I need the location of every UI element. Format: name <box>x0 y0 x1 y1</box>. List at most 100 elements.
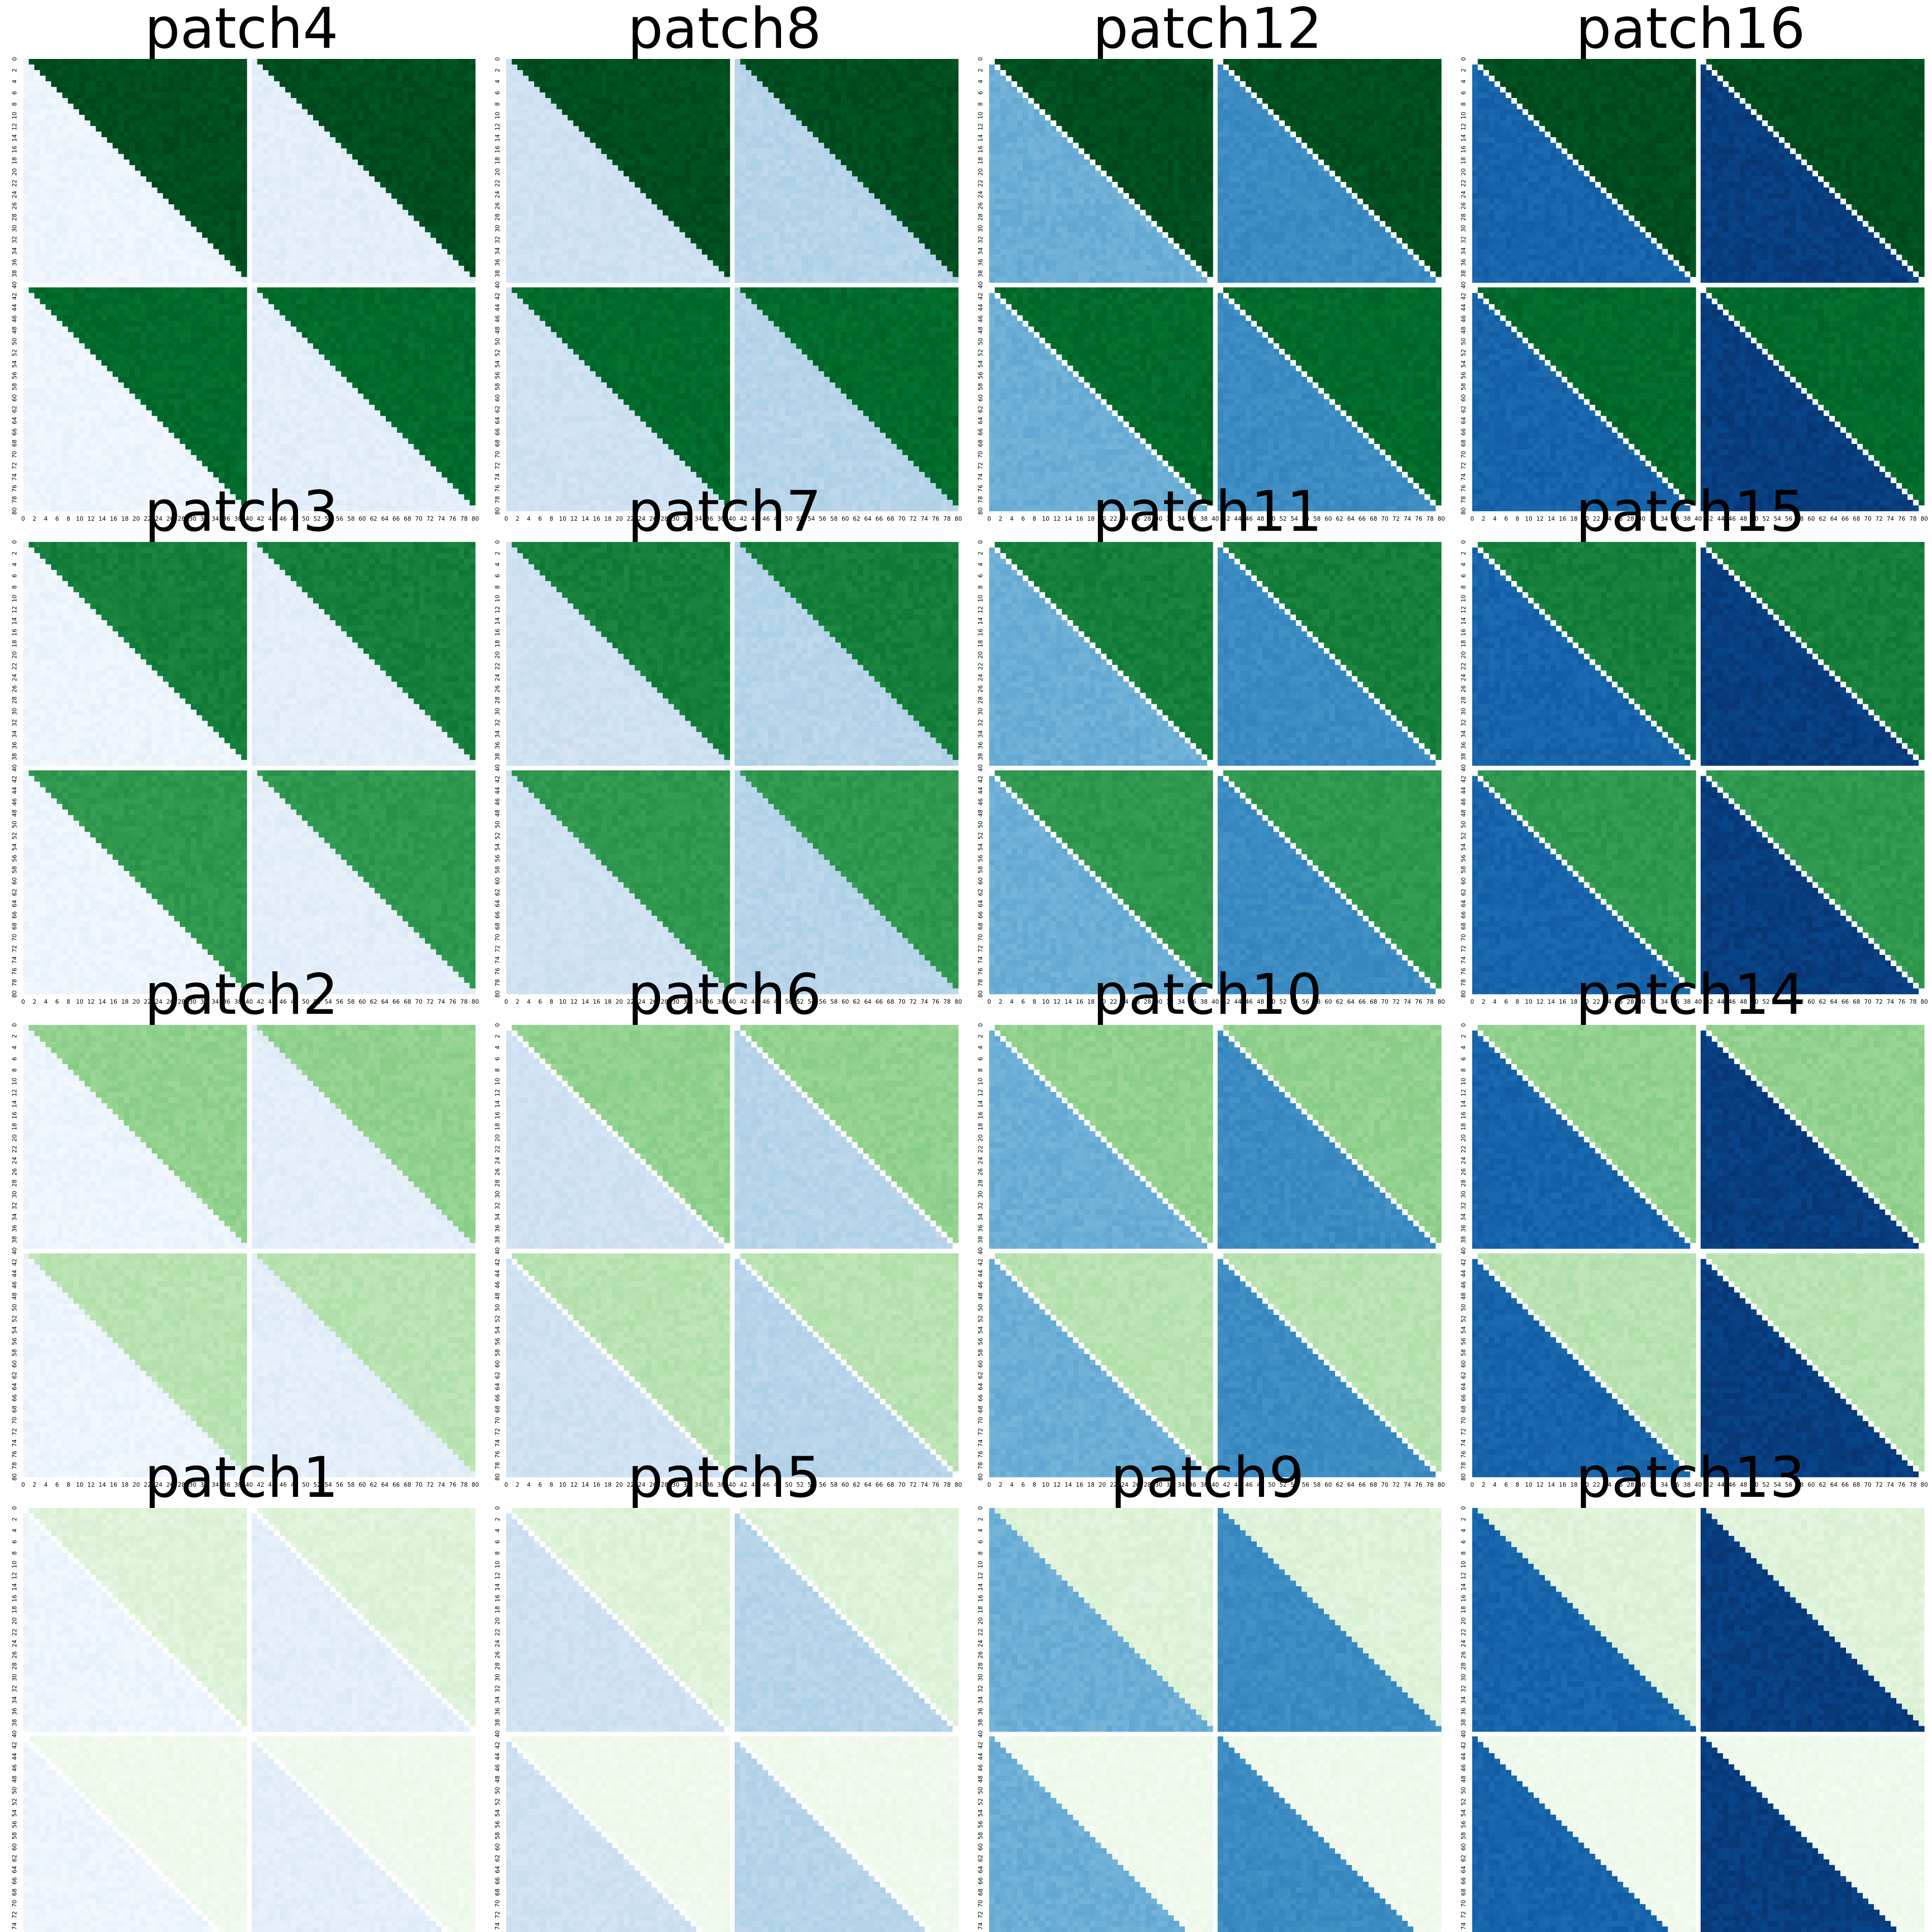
y-tick-label: 46 <box>11 315 18 323</box>
y-tick-label: 8 <box>11 1068 18 1072</box>
y-tick-label: 58 <box>1460 1832 1467 1839</box>
y-tick-label: 4 <box>494 563 501 567</box>
y-tick-label: 12 <box>494 123 501 130</box>
y-tick-label: 62 <box>1460 406 1467 413</box>
y-tick-label: 58 <box>1460 383 1467 390</box>
y-tick-label: 60 <box>977 394 984 401</box>
panel-title: patch16 <box>1449 0 1932 58</box>
y-tick-label: 0 <box>1460 57 1467 61</box>
y-tick-label: 54 <box>11 1809 18 1817</box>
y-tick-label: 36 <box>1460 742 1467 749</box>
y-tick-label: 4 <box>494 1046 501 1050</box>
y-tick-label: 6 <box>977 574 984 578</box>
y-tick-label: 30 <box>977 1674 984 1681</box>
y-tick-label: 68 <box>1460 1406 1467 1413</box>
y-tick-label: 24 <box>1460 674 1467 681</box>
y-tick-label: 54 <box>977 1809 984 1817</box>
y-tick-label: 50 <box>11 1787 18 1794</box>
y-tick-label: 22 <box>11 1146 18 1153</box>
y-tick-label: 50 <box>11 1304 18 1311</box>
y-tick-label: 64 <box>494 417 501 424</box>
quadrant-0 <box>23 1025 247 1249</box>
y-tick-label: 68 <box>494 440 501 447</box>
y-tick-label: 2 <box>494 69 501 72</box>
y-tick-label: 14 <box>11 134 18 142</box>
y-tick-label: 12 <box>11 123 18 130</box>
y-tick-label: 10 <box>977 595 984 602</box>
y-tick-label: 8 <box>494 1551 501 1555</box>
y-tick-label: 10 <box>11 595 18 602</box>
y-tick-label: 40 <box>977 764 984 771</box>
quadrant-2 <box>1472 287 1696 511</box>
y-tick-label: 24 <box>11 1157 18 1164</box>
heatmap-patch3: 0 2 4 6 8 10 12 14 16 18 20 22 24 26 28 30 32 34 36 38 40 42 4… <box>0 540 483 966</box>
y-tick-label: 40 <box>1460 1730 1467 1737</box>
y-tick-label: 16 <box>11 146 18 153</box>
y-tick-label: 72 <box>1460 945 1467 952</box>
quadrant-2 <box>1472 770 1696 994</box>
y-tick-label: 70 <box>977 451 984 458</box>
y-tick-label: 14 <box>494 1100 501 1108</box>
y-tick-label: 20 <box>1460 1134 1467 1141</box>
panel-title: patch4 <box>0 0 483 58</box>
y-tick-label: 74 <box>977 1439 984 1447</box>
y-tick-label: 42 <box>1460 293 1467 300</box>
y-tick-label: 16 <box>11 1595 18 1602</box>
y-tick-label: 36 <box>494 742 501 749</box>
y-tick-label: 2 <box>1460 552 1467 555</box>
y-tick-label: 52 <box>494 1315 501 1322</box>
y-tick-label: 72 <box>1460 1428 1467 1435</box>
heatmap-patch14: 0 2 4 6 8 10 12 14 16 18 20 22 24 26 28 30 32 34 36 38 40 42 4… <box>1449 1023 1932 1449</box>
y-tick-label: 62 <box>494 406 501 413</box>
y-tick-label: 46 <box>1460 315 1467 323</box>
panel-title: patch1 <box>0 1449 483 1507</box>
y-tick-label: 8 <box>11 1551 18 1555</box>
y-tick-label: 28 <box>11 696 18 704</box>
y-tick-label: 30 <box>1460 1191 1467 1198</box>
y-tick-label: 60 <box>1460 1843 1467 1850</box>
y-tick-label: 28 <box>977 1662 984 1670</box>
y-tick-label: 2 <box>977 1035 984 1038</box>
y-tick-label: 0 <box>1460 1506 1467 1510</box>
y-tick-label: 62 <box>977 889 984 896</box>
y-tick-label: 68 <box>494 1406 501 1413</box>
y-tick-label: 62 <box>1460 1855 1467 1862</box>
y-tick-label: 54 <box>1460 843 1467 851</box>
y-tick-label: 20 <box>494 1134 501 1141</box>
y-tick-label: 72 <box>11 1428 18 1435</box>
y-tick-label: 6 <box>494 1057 501 1061</box>
y-tick-label: 30 <box>494 1674 501 1681</box>
y-tick-label: 70 <box>11 1417 18 1424</box>
quadrant-1 <box>1218 1025 1441 1249</box>
y-tick-label: 52 <box>494 832 501 839</box>
y-tick-label: 16 <box>494 146 501 153</box>
quadrant-2 <box>989 287 1213 511</box>
y-tick-label: 66 <box>494 1394 501 1402</box>
y-tick-label: 64 <box>11 900 18 907</box>
y-tick-label: 66 <box>977 428 984 436</box>
y-tick-label: 0 <box>1460 540 1467 544</box>
y-tick-label: 66 <box>1460 428 1467 436</box>
y-tick-label: 40 <box>977 1730 984 1737</box>
y-tick-label: 54 <box>1460 1326 1467 1334</box>
quadrant-3 <box>252 1253 475 1477</box>
y-tick-label: 0 <box>494 540 501 544</box>
quadrant-2 <box>506 770 730 994</box>
y-tick-label: 68 <box>1460 1889 1467 1896</box>
quadrant-0 <box>1472 542 1696 766</box>
quadrant-1 <box>252 59 475 283</box>
quadrant-3 <box>1218 1736 1441 1932</box>
y-tick-label: 38 <box>494 1719 501 1726</box>
y-tick-label: 70 <box>977 1900 984 1907</box>
y-tick-label: 24 <box>1460 191 1467 198</box>
y-tick-label: 10 <box>977 112 984 119</box>
y-tick-label: 42 <box>977 1259 984 1266</box>
y-tick-label: 30 <box>494 708 501 715</box>
y-tick-label: 4 <box>1460 1046 1467 1050</box>
y-tick-label: 32 <box>11 1202 18 1209</box>
y-tick-label: 62 <box>11 406 18 413</box>
y-tick-label: 60 <box>977 1360 984 1367</box>
heatmap-patch6: 0 2 4 6 8 10 12 14 16 18 20 22 24 26 28 30 32 34 36 38 40 42 4… <box>483 1023 966 1449</box>
y-tick-label: 44 <box>494 1753 501 1760</box>
quadrant-1 <box>735 542 958 766</box>
